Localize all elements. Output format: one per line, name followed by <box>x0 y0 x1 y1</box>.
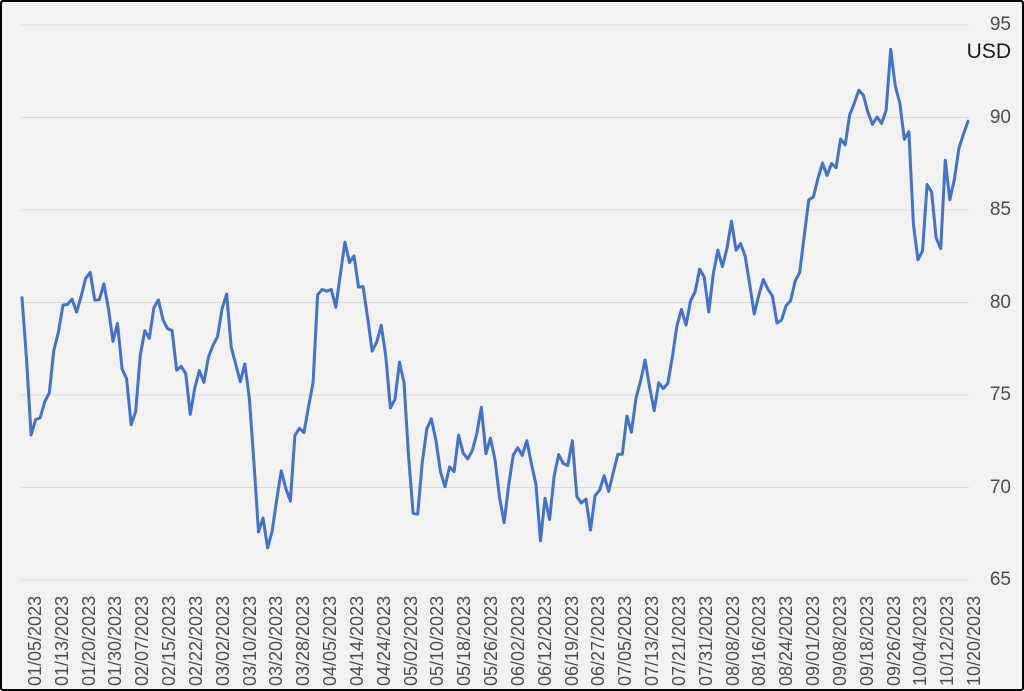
x-axis-tick-label: 02/15/2023 <box>159 595 180 686</box>
y-axis-tick-label: 70 <box>989 476 1011 498</box>
x-axis-tick-label: 05/02/2023 <box>400 595 421 686</box>
y-axis-unit-label: USD <box>966 40 1011 63</box>
y-axis-tick-label: 95 <box>989 14 1011 35</box>
x-axis-tick-label: 02/22/2023 <box>185 595 206 686</box>
x-axis-tick-label: 06/27/2023 <box>588 595 609 686</box>
x-axis-tick-label: 01/20/2023 <box>78 595 99 686</box>
x-axis-tick-label: 04/24/2023 <box>373 595 394 686</box>
y-axis-tick-label: 90 <box>989 106 1011 128</box>
x-axis-tick-label: 05/10/2023 <box>427 595 448 686</box>
y-axis-tick-label: 65 <box>989 569 1011 590</box>
y-axis-tick-label: 85 <box>989 199 1011 220</box>
x-axis-tick-label: 03/02/2023 <box>212 595 233 686</box>
x-axis-tick-label: 07/05/2023 <box>615 595 636 686</box>
x-axis-tick-label: 08/08/2023 <box>722 595 743 686</box>
x-axis-tick-label: 10/04/2023 <box>910 595 931 686</box>
x-axis-tick-label: 10/20/2023 <box>964 595 984 686</box>
x-axis-tick-label: 09/26/2023 <box>883 595 904 686</box>
x-axis-tick-label: 04/05/2023 <box>320 595 341 686</box>
x-axis-tick-label: 03/10/2023 <box>239 595 260 686</box>
x-axis-tick-label: 08/16/2023 <box>749 595 770 686</box>
x-axis-tick-label: 09/18/2023 <box>856 595 877 686</box>
x-axis-tick-label: 06/19/2023 <box>561 595 582 686</box>
x-axis-tick-label: 07/13/2023 <box>642 595 663 686</box>
x-axis-tick-label: 03/28/2023 <box>293 595 314 686</box>
x-axis-tick-label: 01/13/2023 <box>51 595 72 686</box>
x-axis-tick-label: 03/20/2023 <box>266 595 287 686</box>
x-axis-tick-label: 07/21/2023 <box>668 595 689 686</box>
x-axis-tick-label: 07/31/2023 <box>695 595 716 686</box>
x-axis-tick-label: 10/12/2023 <box>937 595 958 686</box>
price-line-series <box>20 47 970 550</box>
x-axis-tick-label: 09/01/2023 <box>803 595 824 686</box>
x-axis-tick-label: 04/14/2023 <box>346 595 367 686</box>
y-axis-tick-label: 75 <box>989 384 1011 405</box>
x-axis-tick-label: 05/18/2023 <box>454 595 475 686</box>
x-axis-tick-label: 06/12/2023 <box>534 595 555 686</box>
x-axis-tick-label: 05/26/2023 <box>481 595 502 686</box>
x-axis-tick-label: 09/08/2023 <box>829 595 850 686</box>
x-axis-tick-label: 08/24/2023 <box>776 595 797 686</box>
x-axis-tick-label: 02/07/2023 <box>132 595 153 686</box>
x-axis-tick-label: 01/30/2023 <box>105 595 126 686</box>
x-axis-tick-label: 06/02/2023 <box>507 595 528 686</box>
y-axis-tick-label: 80 <box>989 291 1011 313</box>
x-axis-tick-label: 01/05/2023 <box>25 595 45 686</box>
